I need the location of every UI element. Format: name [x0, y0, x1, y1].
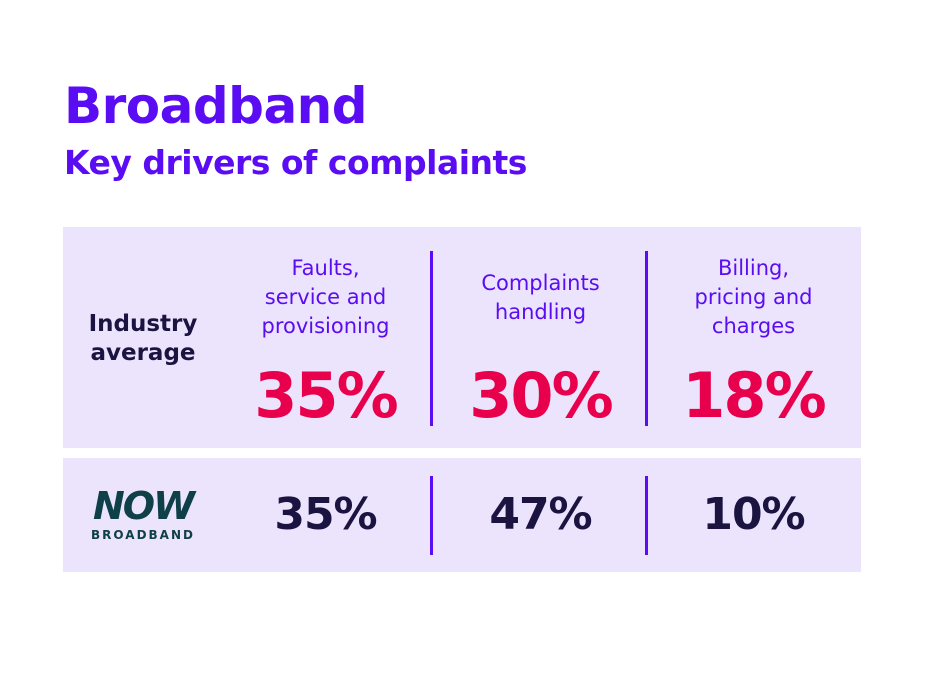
category-label-line: pricing and [694, 285, 813, 309]
row-label-line: Industry [88, 311, 198, 337]
category-label-line: service and [264, 285, 387, 309]
column-divider [430, 476, 433, 555]
column-divider [430, 251, 433, 426]
industry-value-complaints-handling: 30% [469, 359, 613, 432]
category-label-line: Complaints [481, 271, 600, 295]
category-label-line: Faults, [291, 256, 360, 280]
category-column-complaints-handling: Complaints handling 30% [433, 269, 648, 431]
industry-average-panel: Industry average Faults, service and pro… [63, 227, 861, 448]
now-broadband-panel: NOW BROADBAND 35% 47% 10% [63, 458, 861, 572]
now-value-billing: 10% [702, 489, 805, 540]
industry-value-billing: 18% [682, 359, 826, 432]
category-label-billing: Billing, pricing and charges [646, 254, 861, 349]
category-column-faults: Faults, service and provisioning 35% [218, 254, 433, 431]
now-value-complaints-handling: 47% [489, 489, 592, 540]
now-logo-wordmark: NOW [92, 484, 195, 528]
column-divider [645, 476, 648, 555]
row-label-line: average [90, 340, 196, 366]
chart-title: Broadband [64, 77, 368, 135]
row-label-industry-average: Industry average [63, 310, 223, 368]
category-label-line: handling [494, 300, 587, 324]
now-broadband-logo: NOW BROADBAND [83, 486, 203, 542]
category-column-billing: Billing, pricing and charges 18% [646, 254, 861, 431]
column-divider [645, 251, 648, 426]
category-label-line: Billing, [717, 256, 790, 280]
now-logo-tagline: BROADBAND [91, 528, 195, 542]
chart-subtitle: Key drivers of complaints [64, 143, 527, 182]
category-label-complaints-handling: Complaints handling [433, 269, 648, 349]
now-value-faults: 35% [274, 489, 377, 540]
category-label-faults: Faults, service and provisioning [218, 254, 433, 349]
category-label-line: charges [711, 314, 796, 338]
category-label-line: provisioning [261, 314, 390, 338]
industry-value-faults: 35% [254, 359, 398, 432]
